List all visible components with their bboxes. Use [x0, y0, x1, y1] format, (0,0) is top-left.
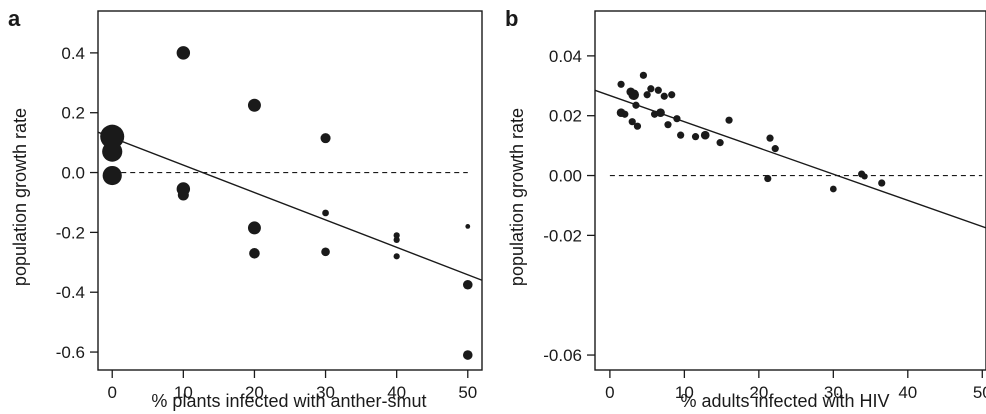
- panel-a-x-axis-title: % plants infected with anther-smut: [151, 391, 426, 411]
- panel-b-y-axis-title: population growth rate: [507, 108, 527, 286]
- x-tick-label: 30: [824, 383, 843, 402]
- data-point: [647, 85, 655, 93]
- y-tick-label: -0.4: [56, 283, 85, 302]
- panel-b-plot-frame: [594, 10, 986, 371]
- panel-a-scatter-chart: a population growth rate % plants infect…: [8, 6, 483, 411]
- data-point: [393, 253, 400, 260]
- y-tick-label: 0.2: [61, 104, 85, 123]
- data-point: [656, 108, 665, 118]
- data-point: [628, 89, 640, 101]
- panel-a-label: a: [8, 6, 21, 31]
- x-tick-label: 20: [749, 383, 768, 402]
- data-point: [102, 165, 122, 186]
- panel-b-y-ticks: -0.06 -0.02 0.00 0.02 0.04: [543, 47, 595, 365]
- x-tick-label: 30: [316, 383, 335, 402]
- panel-a-points: [100, 46, 473, 360]
- panel-a-x-ticks: 0 10 20 30 40 50: [107, 370, 477, 402]
- data-point: [829, 185, 837, 193]
- y-tick-label: 0.04: [549, 47, 582, 66]
- x-tick-label: 50: [458, 383, 477, 402]
- data-point: [861, 173, 868, 180]
- panel-a-regression-line: [97, 131, 483, 281]
- y-tick-label: 0.02: [549, 107, 582, 126]
- data-point: [725, 116, 733, 124]
- data-point: [878, 179, 886, 187]
- data-point: [716, 139, 724, 147]
- data-point: [766, 134, 774, 142]
- data-point: [771, 145, 779, 153]
- data-point: [643, 91, 651, 99]
- data-point: [654, 86, 662, 94]
- y-tick-label: -0.02: [543, 226, 582, 245]
- data-point: [102, 141, 123, 162]
- data-point: [664, 121, 672, 129]
- panel-a-y-ticks: -0.6 -0.4 -0.2 0.0 0.2 0.4: [56, 44, 98, 362]
- x-tick-label: 40: [898, 383, 917, 402]
- data-point: [320, 133, 331, 144]
- data-point: [628, 118, 636, 126]
- data-point: [176, 46, 191, 60]
- x-tick-label: 10: [174, 383, 193, 402]
- data-point: [462, 279, 473, 290]
- data-point: [322, 209, 329, 217]
- data-point: [691, 133, 700, 141]
- x-tick-label: 50: [973, 383, 986, 402]
- data-point: [100, 124, 125, 149]
- data-point: [632, 101, 640, 109]
- panel-b-label: b: [505, 6, 518, 31]
- data-point: [621, 110, 629, 118]
- x-tick-label: 40: [387, 383, 406, 402]
- data-point: [247, 98, 261, 112]
- data-point: [668, 91, 676, 99]
- data-point: [677, 131, 685, 139]
- panel-b-points: [616, 71, 886, 193]
- data-point: [249, 248, 260, 259]
- x-tick-label: 0: [605, 383, 614, 402]
- y-tick-label: -0.2: [56, 223, 85, 242]
- data-point: [700, 130, 710, 140]
- data-point: [660, 92, 668, 100]
- x-tick-label: 0: [107, 383, 116, 402]
- data-point: [764, 174, 772, 183]
- data-point: [617, 80, 625, 88]
- x-tick-label: 20: [245, 383, 264, 402]
- data-point: [639, 71, 648, 79]
- x-tick-label: 10: [675, 383, 694, 402]
- y-tick-label: -0.06: [543, 346, 582, 365]
- data-point: [462, 350, 473, 360]
- data-point: [393, 232, 400, 239]
- y-tick-label: 0.0: [61, 164, 85, 183]
- data-point: [177, 189, 189, 201]
- data-point: [673, 115, 681, 123]
- data-point: [633, 122, 642, 130]
- y-tick-label: 0.4: [61, 44, 85, 63]
- data-point: [321, 247, 330, 257]
- panel-b-x-ticks: 0 10 20 30 40 50: [605, 370, 986, 402]
- data-point: [393, 236, 400, 243]
- panel-b-x-axis-title: % adults infected with HIV: [680, 391, 889, 411]
- panel-a-plot-frame: [97, 10, 483, 371]
- panel-a-y-axis-title: population growth rate: [10, 108, 30, 286]
- panel-b-scatter-chart: b population growth rate % adults infect…: [505, 6, 986, 411]
- y-tick-label: -0.6: [56, 343, 85, 362]
- data-point: [247, 221, 261, 235]
- data-point: [465, 224, 471, 229]
- y-tick-label: 0.00: [549, 167, 582, 186]
